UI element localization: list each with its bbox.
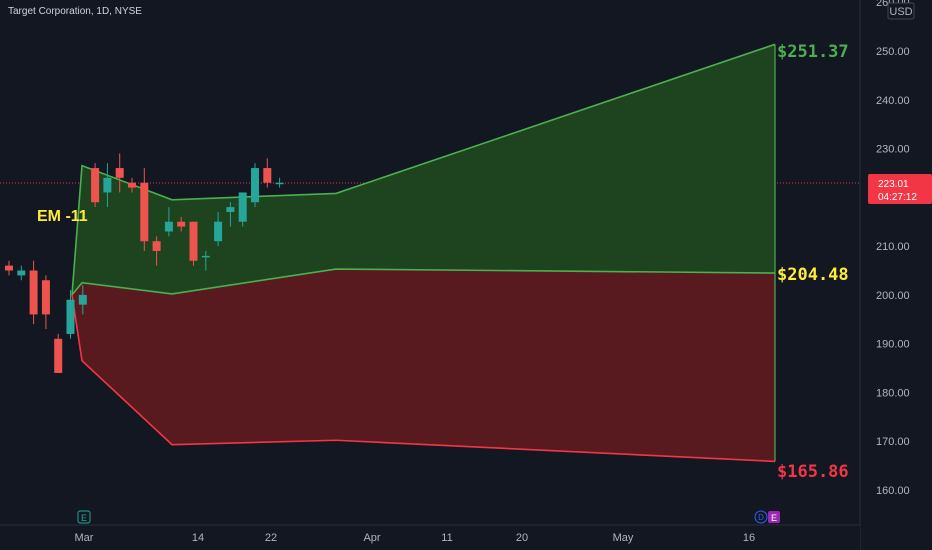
price-tick-label: 160.00	[876, 485, 910, 497]
candle-body	[251, 168, 259, 203]
candle	[29, 260, 38, 325]
candle	[17, 265, 26, 281]
candle	[189, 221, 198, 266]
candle-body	[103, 177, 112, 193]
candle	[226, 202, 235, 227]
earnings-event-marker[interactable]: E	[77, 510, 91, 524]
candlestick-series	[5, 153, 284, 373]
upper-band-line	[71, 43, 776, 295]
time-tick-label: 20	[516, 532, 528, 544]
time-tick-label: 14	[192, 532, 204, 544]
chart-title: Target Corporation, 1D, NYSE	[8, 6, 142, 17]
candle	[214, 211, 223, 247]
candle	[128, 177, 136, 193]
candle-body	[214, 221, 223, 242]
candle	[275, 177, 284, 188]
candle	[103, 163, 112, 208]
candle-body	[238, 192, 247, 222]
candle	[54, 333, 63, 373]
candle	[152, 236, 161, 266]
time-tick-label: 11	[441, 532, 452, 544]
candle	[238, 192, 247, 227]
candle-body	[128, 182, 136, 188]
candle	[164, 207, 173, 237]
candle	[5, 260, 13, 276]
upper-band-fill	[72, 44, 775, 295]
time-tick-label: 16	[743, 532, 755, 544]
candle	[115, 153, 124, 193]
earnings-icon-upcoming-letter: E	[771, 513, 777, 523]
candle-body	[177, 221, 186, 227]
price-tick-label: 250.00	[876, 46, 910, 58]
candle	[177, 216, 186, 232]
candle-body	[140, 182, 149, 242]
mid-level-label: $204.48	[777, 265, 849, 285]
candle-body	[54, 338, 63, 373]
upper-level-label: $251.37	[777, 42, 849, 62]
earnings-icon-letter: E	[81, 513, 87, 523]
price-axis[interactable]	[860, 0, 932, 550]
candle-body	[5, 265, 13, 271]
currency-label: USD	[889, 6, 912, 18]
candle-body	[275, 182, 284, 185]
candle-body	[41, 280, 50, 315]
price-tick-label: 170.00	[876, 436, 910, 448]
candle	[78, 285, 87, 315]
price-tick-label: 230.00	[876, 144, 910, 156]
candle	[263, 158, 272, 188]
price-tag-price: 223.01	[878, 179, 909, 190]
time-tick-label: Mar	[75, 532, 94, 544]
price-tick-label: 180.00	[876, 387, 910, 399]
price-tick-label: 200.00	[876, 290, 910, 302]
mid-band-line	[71, 268, 776, 296]
price-tick-label: 190.00	[876, 339, 910, 351]
time-tick-label: 22	[265, 532, 277, 544]
candle-body	[263, 168, 272, 183]
currency-badge[interactable]	[887, 2, 915, 20]
price-tick-label: 240.00	[876, 95, 910, 107]
candle	[201, 250, 210, 271]
time-tick-label: Apr	[363, 532, 380, 544]
candle	[140, 168, 149, 251]
candle-body	[17, 270, 26, 276]
earnings-icon	[77, 510, 91, 524]
dividend-icon	[754, 510, 768, 524]
time-axis-ticks: Mar 14 22 Apr 11 20 May 16	[75, 532, 756, 544]
candle-body	[91, 168, 100, 203]
candle-body	[29, 270, 38, 315]
time-tick-label: May	[613, 532, 634, 544]
dividend-icon-letter: D	[758, 513, 764, 522]
candle-body	[164, 221, 173, 232]
price-tag-background	[868, 174, 932, 204]
candle-body	[115, 168, 124, 178]
price-tag[interactable]: 223.01 04:27:12	[868, 174, 932, 204]
price-tag-countdown: 04:27:12	[878, 192, 917, 203]
candle-body	[201, 255, 210, 258]
price-tick-label: 210.00	[876, 241, 910, 253]
lower-level-label: $165.86	[777, 462, 849, 482]
time-axis[interactable]	[0, 525, 860, 550]
candle	[41, 275, 50, 330]
dividend-event-marker[interactable]: D E	[754, 510, 780, 524]
candle-body	[226, 207, 235, 212]
candle	[251, 163, 259, 208]
candle-body	[152, 241, 161, 251]
candle-body	[189, 221, 198, 261]
candle	[66, 290, 75, 339]
candle-body	[78, 294, 87, 305]
earnings-icon-upcoming	[768, 511, 780, 523]
em-label: EM -11	[37, 208, 88, 225]
candle-body	[66, 299, 75, 334]
lower-band-fill	[72, 269, 775, 462]
candle	[91, 163, 100, 208]
lower-band-line	[71, 294, 776, 463]
expected-move-bands	[71, 43, 776, 463]
